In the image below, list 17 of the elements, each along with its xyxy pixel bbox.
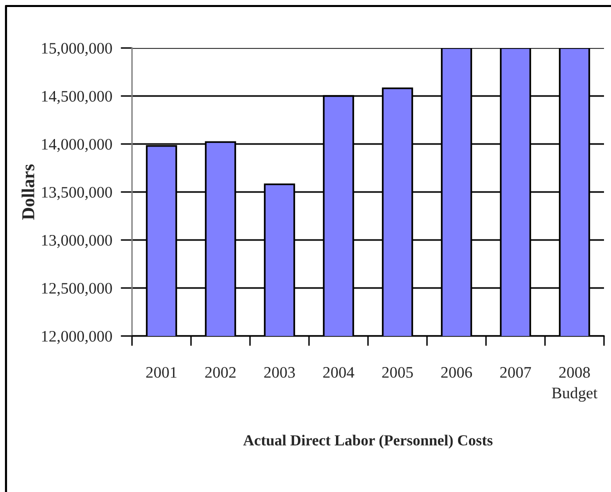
x-tick-label: 2002 xyxy=(205,367,236,378)
y-axis-title: Dollars xyxy=(22,164,34,220)
x-tick-label: 2003 xyxy=(264,367,295,378)
y-tick-label: 14,500,000 xyxy=(42,90,112,104)
x-tick-label: 2008 Budget xyxy=(552,367,598,402)
x-tick-label: 2007 xyxy=(500,367,532,378)
text: Actual Direct Labor (Personnel) Costs xyxy=(243,434,493,449)
y-tick-label: 13,500,000 xyxy=(42,186,112,200)
y-tick-label: 14,000,000 xyxy=(42,138,112,152)
x-tick-label: 2005 xyxy=(382,367,413,378)
y-tick-label: 12,000,000 xyxy=(42,330,112,344)
x-tick-label: 2004 xyxy=(323,367,354,378)
x-tick-label: 2001 xyxy=(146,367,177,378)
x-tick-label: 2006 xyxy=(441,367,472,378)
y-tick-label: 13,000,000 xyxy=(42,234,112,248)
y-tick-label: 15,000,000 xyxy=(42,42,112,56)
y-tick-label: 12,500,000 xyxy=(42,282,112,296)
